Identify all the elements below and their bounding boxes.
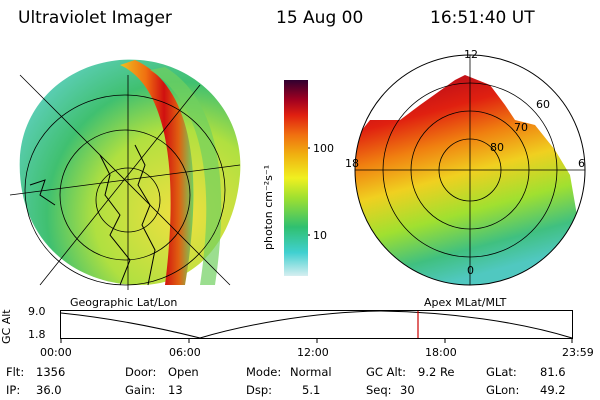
door-value: Open — [168, 365, 199, 379]
mlt-label-6: 6 — [578, 157, 585, 170]
mlat-label-70: 70 — [514, 121, 528, 134]
date-label: 15 Aug 00 — [276, 8, 364, 28]
dsp-value: 5.1 — [302, 383, 321, 397]
mlt-label-12: 12 — [464, 48, 478, 61]
geographic-image — [9, 59, 241, 290]
flt-value: 1356 — [36, 365, 66, 379]
ip-label: IP: — [6, 383, 21, 397]
right-caption: Apex MLat/MLT — [424, 296, 507, 309]
time-label: 16:51:40 UT — [430, 8, 535, 28]
left-caption: Geographic Lat/Lon — [70, 296, 178, 309]
xtick-18: 18:00 — [425, 346, 457, 359]
mlt-label-0: 0 — [467, 264, 474, 277]
dsp-label: Dsp: — [246, 383, 273, 397]
glat-label: GLat: — [486, 365, 517, 379]
colorbar — [284, 80, 310, 276]
gcalt-value: 9.2 Re — [418, 365, 455, 379]
seq-value: 30 — [400, 383, 415, 397]
polar-image — [354, 54, 586, 286]
ytick-9: 9.0 — [28, 305, 46, 318]
door-label: Door: — [125, 365, 157, 379]
timeline-ylabel: GC Alt — [0, 309, 13, 344]
glon-label: GLon: — [486, 383, 520, 397]
gain-label: Gain: — [125, 383, 156, 397]
ytick-1-8: 1.8 — [28, 328, 46, 341]
xtick-2359: 23:59 — [562, 346, 594, 359]
glon-value: 49.2 — [540, 383, 566, 397]
mlat-label-80: 80 — [490, 141, 504, 154]
glat-value: 81.6 — [540, 365, 566, 379]
altitude-timeline — [60, 310, 573, 343]
mlat-label-60: 60 — [536, 98, 550, 111]
mode-label: Mode: — [246, 365, 282, 379]
colorbar-unit-label: photon cm⁻²s⁻¹ — [262, 164, 275, 250]
seq-label: Seq: — [366, 383, 392, 397]
xtick-12: 12:00 — [297, 346, 329, 359]
mlt-label-18: 18 — [345, 157, 359, 170]
gain-value: 13 — [168, 383, 183, 397]
flt-label: Flt: — [6, 365, 25, 379]
instrument-title: Ultraviolet Imager — [18, 8, 172, 28]
colorbar-tick-10: 10 — [313, 229, 327, 242]
xtick-06: 06:00 — [169, 346, 201, 359]
xtick-00: 00:00 — [40, 346, 72, 359]
ip-value: 36.0 — [36, 383, 62, 397]
colorbar-tick-100: 100 — [313, 142, 334, 155]
gcalt-label: GC Alt: — [366, 365, 407, 379]
mode-value: Normal — [290, 365, 332, 379]
